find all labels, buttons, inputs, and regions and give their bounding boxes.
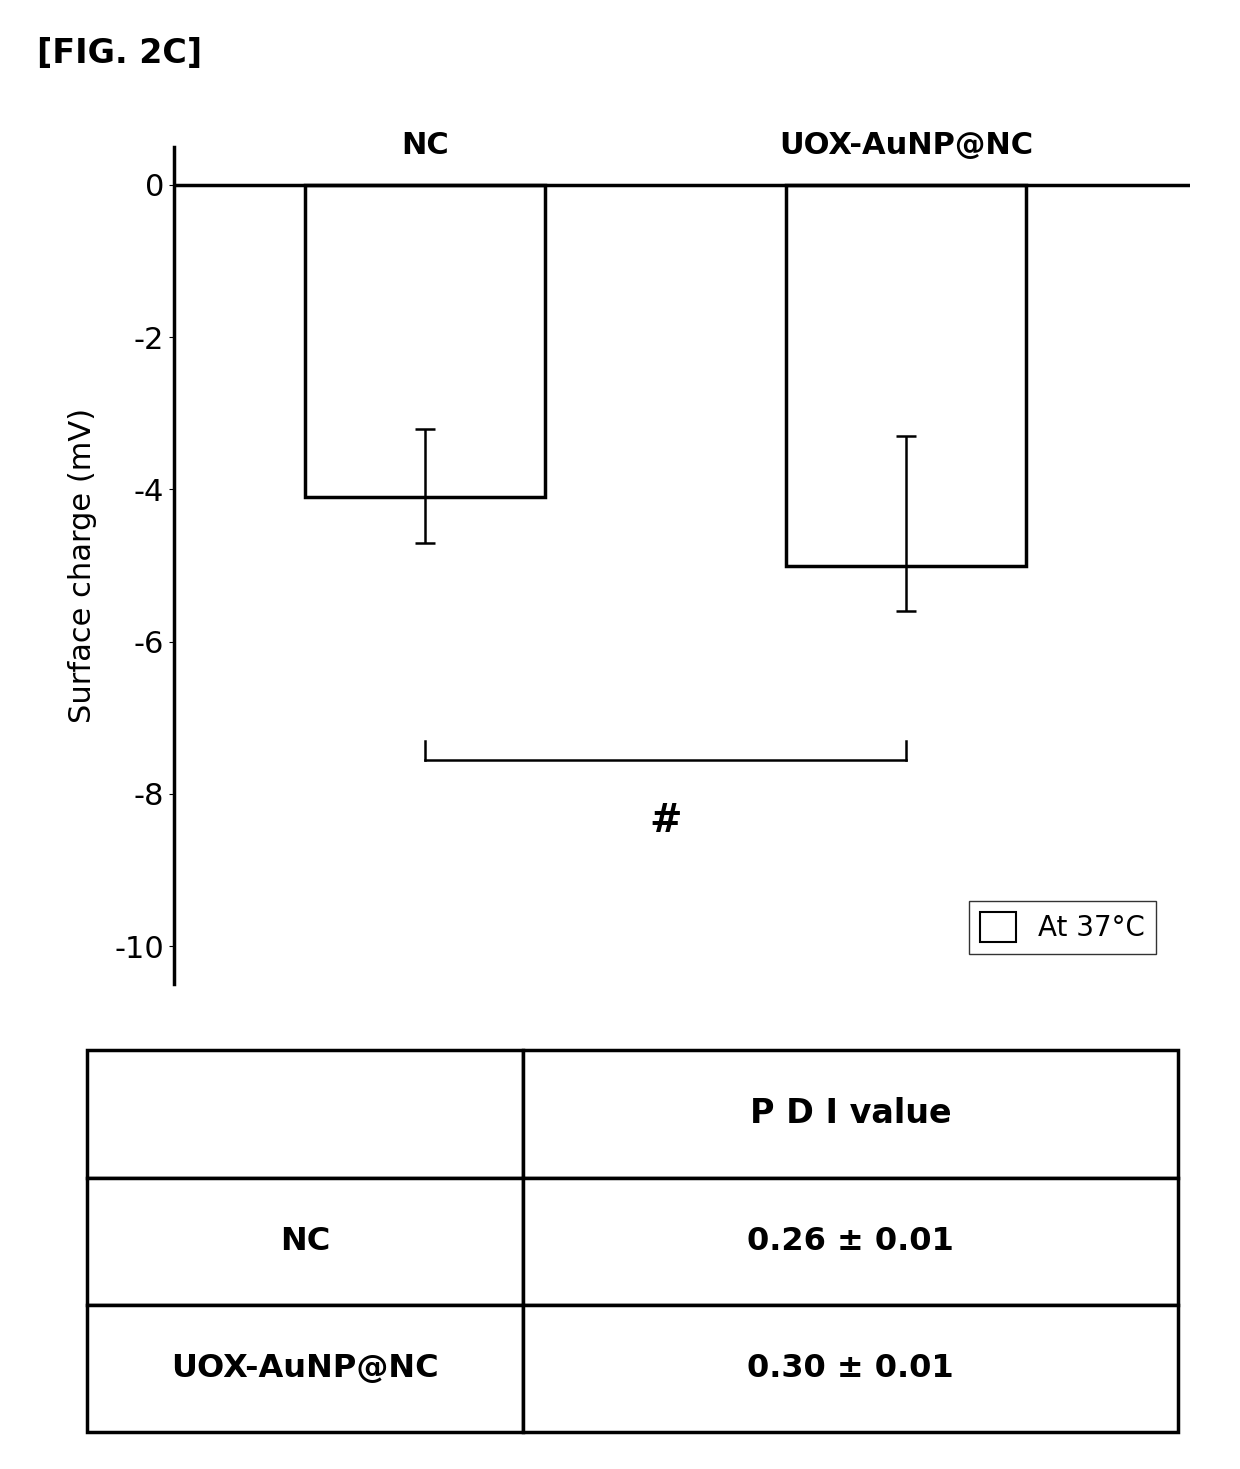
Legend: At 37°C: At 37°C xyxy=(968,900,1156,953)
Bar xyxy=(786,185,1027,566)
Text: NC: NC xyxy=(402,131,449,160)
Text: UOX-AuNP@NC: UOX-AuNP@NC xyxy=(171,1353,439,1384)
Y-axis label: Surface charge (mV): Surface charge (mV) xyxy=(68,408,98,723)
Text: 0.30 ± 0.01: 0.30 ± 0.01 xyxy=(748,1353,954,1384)
Text: UOX-AuNP@NC: UOX-AuNP@NC xyxy=(779,131,1033,160)
Text: [FIG. 2C]: [FIG. 2C] xyxy=(37,37,202,69)
Bar xyxy=(305,185,546,497)
Text: 0.26 ± 0.01: 0.26 ± 0.01 xyxy=(748,1225,954,1257)
Text: #: # xyxy=(650,802,682,840)
Text: NC: NC xyxy=(280,1225,330,1257)
Text: P D I value: P D I value xyxy=(750,1097,951,1131)
